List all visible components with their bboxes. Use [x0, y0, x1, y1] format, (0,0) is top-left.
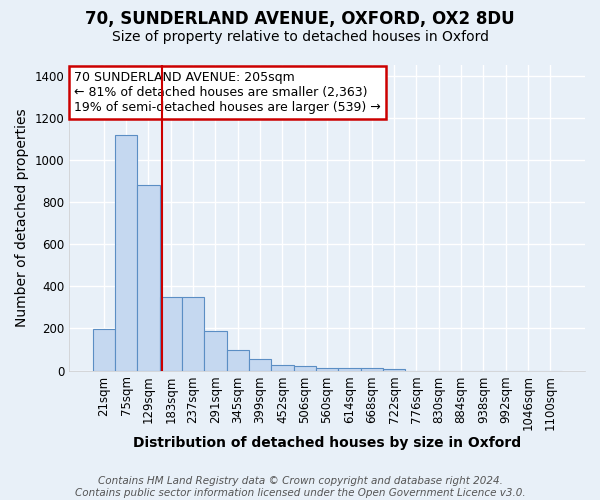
Bar [293, 366, 316, 370]
Bar [383, 369, 405, 370]
Bar [182, 297, 204, 370]
Bar [361, 368, 383, 370]
Text: 70, SUNDERLAND AVENUE, OXFORD, OX2 8DU: 70, SUNDERLAND AVENUE, OXFORD, OX2 8DU [85, 10, 515, 28]
Text: Size of property relative to detached houses in Oxford: Size of property relative to detached ho… [112, 30, 488, 44]
Bar [115, 134, 137, 370]
Bar [137, 185, 160, 370]
Text: 70 SUNDERLAND AVENUE: 205sqm
← 81% of detached houses are smaller (2,363)
19% of: 70 SUNDERLAND AVENUE: 205sqm ← 81% of de… [74, 71, 381, 114]
Bar [92, 330, 115, 370]
Bar [271, 366, 293, 370]
Bar [338, 368, 361, 370]
Y-axis label: Number of detached properties: Number of detached properties [15, 108, 29, 327]
Bar [316, 368, 338, 370]
Bar [227, 350, 249, 370]
X-axis label: Distribution of detached houses by size in Oxford: Distribution of detached houses by size … [133, 436, 521, 450]
Text: Contains HM Land Registry data © Crown copyright and database right 2024.
Contai: Contains HM Land Registry data © Crown c… [74, 476, 526, 498]
Bar [204, 330, 227, 370]
Bar [249, 359, 271, 370]
Bar [160, 297, 182, 370]
